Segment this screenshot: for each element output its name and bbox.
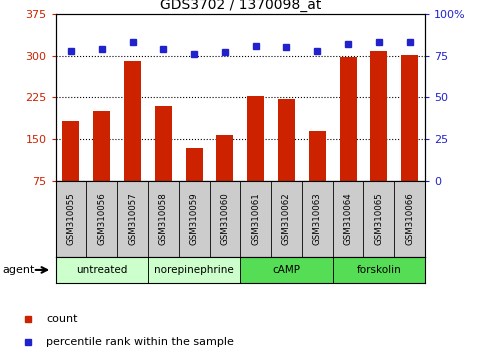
Text: GSM310064: GSM310064 xyxy=(343,192,353,245)
Bar xyxy=(185,148,202,181)
Bar xyxy=(93,111,110,181)
Bar xyxy=(56,257,148,283)
Text: GSM310059: GSM310059 xyxy=(190,192,199,245)
Text: agent: agent xyxy=(2,265,35,275)
Bar xyxy=(240,257,333,283)
Bar xyxy=(148,257,241,283)
Text: untreated: untreated xyxy=(76,265,128,275)
Bar xyxy=(278,99,295,181)
Bar xyxy=(62,121,79,181)
Bar xyxy=(124,61,141,181)
Bar xyxy=(309,131,326,181)
Text: GSM310061: GSM310061 xyxy=(251,192,260,245)
Text: percentile rank within the sample: percentile rank within the sample xyxy=(46,337,234,347)
Bar xyxy=(370,51,387,181)
Text: GSM310065: GSM310065 xyxy=(374,192,384,245)
Text: GSM310062: GSM310062 xyxy=(282,192,291,245)
Title: GDS3702 / 1370098_at: GDS3702 / 1370098_at xyxy=(159,0,321,12)
Text: forskolin: forskolin xyxy=(356,265,401,275)
Text: GSM310063: GSM310063 xyxy=(313,192,322,245)
Text: cAMP: cAMP xyxy=(272,265,300,275)
Bar xyxy=(333,257,425,283)
Bar xyxy=(216,135,233,181)
Text: GSM310060: GSM310060 xyxy=(220,192,229,245)
Bar xyxy=(247,96,264,181)
Text: GSM310066: GSM310066 xyxy=(405,192,414,245)
Text: GSM310056: GSM310056 xyxy=(97,192,106,245)
Bar xyxy=(340,57,356,181)
Text: GSM310055: GSM310055 xyxy=(67,192,75,245)
Bar xyxy=(155,105,172,181)
Text: norepinephrine: norepinephrine xyxy=(154,265,234,275)
Text: GSM310057: GSM310057 xyxy=(128,192,137,245)
Text: count: count xyxy=(46,314,78,324)
Text: GSM310058: GSM310058 xyxy=(159,192,168,245)
Bar xyxy=(401,55,418,181)
